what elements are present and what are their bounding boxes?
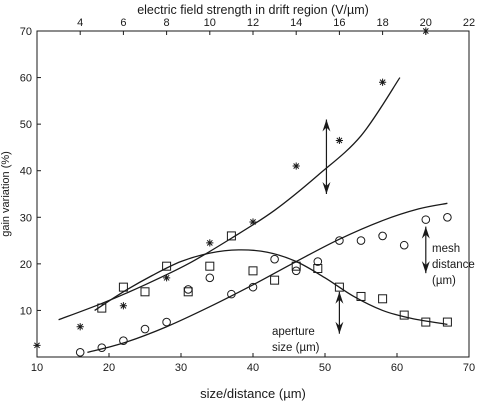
circle-fit-curve bbox=[87, 202, 448, 353]
mesh-note-line1: mesh bbox=[432, 243, 460, 255]
top-tick-label: 16 bbox=[333, 17, 345, 29]
star-marker bbox=[33, 341, 41, 349]
star-marker bbox=[249, 218, 257, 226]
circle-marker bbox=[205, 273, 215, 283]
x-tick-label: 50 bbox=[319, 362, 331, 374]
circle-marker bbox=[313, 257, 323, 266]
data-points bbox=[33, 27, 452, 357]
mesh-annotation: mesh distance (µm) bbox=[432, 243, 475, 287]
circle-marker bbox=[291, 266, 301, 276]
square-marker bbox=[356, 291, 366, 301]
square-marker bbox=[378, 294, 388, 304]
square-marker bbox=[313, 264, 323, 274]
square-marker bbox=[140, 287, 150, 297]
mesh-note-line3: (µm) bbox=[432, 275, 456, 287]
arrows bbox=[322, 119, 430, 334]
circle-marker bbox=[119, 336, 128, 346]
square-marker bbox=[205, 261, 215, 271]
square-marker bbox=[162, 261, 172, 271]
star-marker bbox=[335, 136, 343, 145]
top-tick-label: 22 bbox=[463, 17, 475, 29]
circle-marker bbox=[75, 348, 85, 357]
x-tick-label: 40 bbox=[247, 362, 259, 374]
y-tick-label: 70 bbox=[20, 26, 32, 38]
x-tick-label: 30 bbox=[175, 362, 187, 374]
circle-marker bbox=[97, 343, 107, 352]
circle-marker bbox=[356, 236, 366, 245]
x-tick-label: 20 bbox=[103, 362, 115, 374]
circle-marker bbox=[399, 240, 409, 250]
ticks: 10 20 30 40 50 60 70 10 20 30 40 50 60 70 4 6 8 10 12 14 16 1… bbox=[20, 17, 475, 374]
arrow-head-up bbox=[335, 291, 344, 304]
square-marker bbox=[421, 317, 431, 327]
square-marker bbox=[226, 231, 236, 241]
top-tick-label: 6 bbox=[120, 17, 126, 29]
arrow-head-up bbox=[421, 226, 430, 239]
x-axis-title: size/distance (µm) bbox=[200, 386, 306, 401]
circle-marker bbox=[335, 236, 344, 245]
circle-marker bbox=[183, 285, 193, 294]
arrow-head-down bbox=[421, 261, 430, 274]
y-tick-label: 40 bbox=[20, 166, 32, 178]
square-marker bbox=[442, 317, 452, 327]
arrow-head-down bbox=[322, 182, 331, 194]
top-axis-title: electric field strength in drift region … bbox=[137, 3, 369, 17]
x-tick-label: 60 bbox=[391, 362, 403, 374]
mesh-note-line2: distance bbox=[432, 259, 475, 271]
square-marker bbox=[399, 310, 409, 320]
star-marker bbox=[76, 323, 84, 331]
y-tick-label: 30 bbox=[20, 212, 32, 224]
square-marker bbox=[291, 261, 301, 271]
circle-marker bbox=[443, 212, 452, 222]
aperture-note-line2: size (µm) bbox=[272, 342, 320, 354]
star-marker bbox=[379, 78, 387, 86]
star-marker bbox=[206, 239, 214, 247]
square-marker bbox=[334, 282, 344, 292]
y-tick-label: 20 bbox=[20, 259, 32, 271]
square-marker bbox=[183, 287, 193, 297]
circle-marker bbox=[378, 231, 387, 241]
top-tick-label: 4 bbox=[77, 17, 83, 29]
top-tick-label: 14 bbox=[290, 17, 302, 29]
arrow-head-down bbox=[335, 321, 344, 334]
top-tick-label: 18 bbox=[376, 17, 388, 29]
square-marker bbox=[118, 282, 128, 292]
circle-marker bbox=[162, 317, 171, 327]
aperture-note-line1: aperture bbox=[272, 326, 315, 338]
y-tick-label: 10 bbox=[20, 305, 32, 317]
aperture-annotation: aperture size (µm) bbox=[272, 326, 320, 354]
top-tick-label: 12 bbox=[247, 17, 259, 29]
top-tick-label: 8 bbox=[164, 17, 170, 29]
top-tick-label: 20 bbox=[420, 17, 432, 29]
y-tick-label: 60 bbox=[20, 73, 32, 85]
circle-marker bbox=[248, 282, 258, 292]
square-marker bbox=[248, 266, 258, 276]
circle-marker bbox=[140, 324, 150, 334]
square-fit-curve bbox=[94, 249, 448, 326]
square-marker bbox=[97, 303, 107, 313]
star-marker bbox=[292, 162, 300, 170]
star-marker bbox=[119, 302, 127, 310]
arrow-head-up bbox=[322, 119, 331, 132]
fit-curves bbox=[58, 77, 448, 353]
circle-marker bbox=[227, 289, 236, 299]
y-tick-label: 50 bbox=[20, 119, 32, 131]
star-marker bbox=[163, 274, 171, 282]
y-axis-title: gain variation (%) bbox=[0, 151, 12, 237]
square-marker bbox=[270, 275, 280, 285]
circle-marker bbox=[421, 215, 431, 224]
x-tick-label: 70 bbox=[463, 362, 475, 374]
star-fit-curve bbox=[58, 77, 401, 321]
circle-marker bbox=[270, 254, 279, 264]
x-tick-label: 10 bbox=[31, 362, 43, 374]
top-tick-label: 10 bbox=[204, 17, 216, 29]
plot-frame bbox=[36, 30, 470, 358]
